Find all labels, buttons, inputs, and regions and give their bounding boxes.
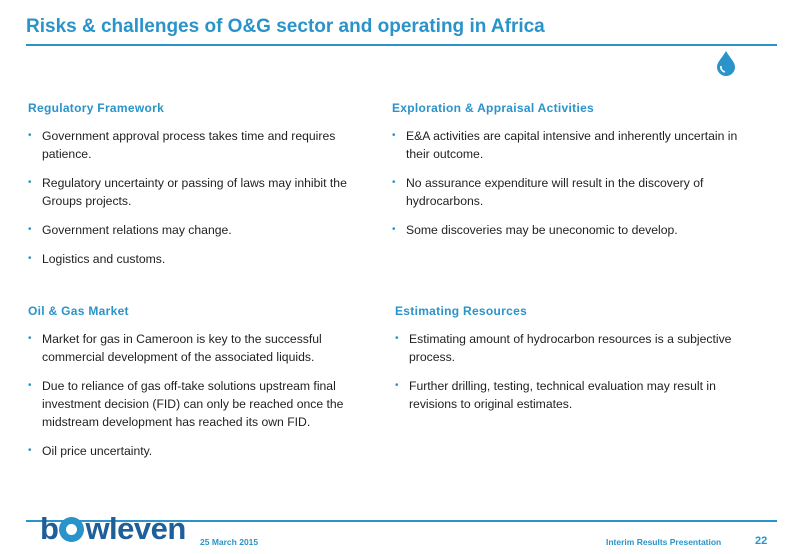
list-item: • Regulatory uncertainty or passing of la…	[28, 176, 347, 208]
list-item: • Some discoveries may be uneconomic to d…	[392, 223, 678, 237]
bullet-icon: •	[392, 177, 396, 188]
bullet-icon: •	[28, 130, 32, 141]
bullet-list: • Market for gas in Cameroon is key to th…	[28, 330, 378, 460]
section-oil-gas-market: Oil & Gas Market • Market for gas in Came…	[28, 304, 378, 471]
bullet-icon: •	[28, 253, 32, 264]
bullet-list: • Government approval process takes time …	[28, 127, 378, 268]
bowleven-logo: b wleven	[40, 511, 186, 546]
bullet-icon: •	[395, 333, 399, 344]
list-item: • No assurance expenditure will result in…	[392, 176, 704, 208]
water-drop-icon	[717, 51, 735, 76]
list-item: • Government relations may change.	[28, 223, 232, 237]
title-divider	[26, 44, 777, 46]
list-item: • Logistics and customs.	[28, 252, 166, 266]
bullet-icon: •	[28, 333, 32, 344]
list-item: • Further drilling, testing, technical ev…	[395, 379, 716, 411]
section-exploration-appraisal: Exploration & Appraisal Activities • E&A …	[392, 101, 742, 250]
list-item: • Government approval process takes time …	[28, 129, 336, 161]
footer-divider	[26, 520, 777, 522]
list-item: • Due to reliance of gas off-take solutio…	[28, 379, 344, 429]
bullet-icon: •	[395, 380, 399, 391]
bullet-icon: •	[392, 224, 396, 235]
bullet-icon: •	[392, 130, 396, 141]
section-title: Regulatory Framework	[28, 101, 165, 115]
section-regulatory-framework: Regulatory Framework • Government approva…	[28, 101, 378, 279]
footer-presentation-title: Interim Results Presentation	[606, 537, 722, 547]
bullet-icon: •	[28, 380, 32, 391]
bullet-icon: •	[28, 224, 32, 235]
logo-circle-icon	[59, 517, 85, 542]
list-item: • E&A activities are capital intensive an…	[392, 129, 738, 161]
bullet-icon: •	[28, 177, 32, 188]
section-title: Exploration & Appraisal Activities	[392, 101, 595, 115]
page-number: 22	[755, 535, 768, 547]
list-item: • Estimating amount of hydrocarbon resour…	[395, 332, 732, 364]
page-title: Risks & challenges of O&G sector and ope…	[26, 16, 545, 37]
list-item: • Oil price uncertainty.	[28, 444, 153, 458]
bullet-list: • E&A activities are capital intensive an…	[392, 127, 742, 239]
section-estimating-resources: Estimating Resources • Estimating amount …	[395, 304, 745, 424]
bullet-icon: •	[28, 445, 32, 456]
footer-date: 25 March 2015	[200, 537, 259, 547]
list-item: • Market for gas in Cameroon is key to th…	[28, 332, 322, 364]
bullet-list: • Estimating amount of hydrocarbon resour…	[395, 330, 745, 413]
section-title: Estimating Resources	[395, 304, 528, 318]
section-title: Oil & Gas Market	[28, 304, 129, 318]
